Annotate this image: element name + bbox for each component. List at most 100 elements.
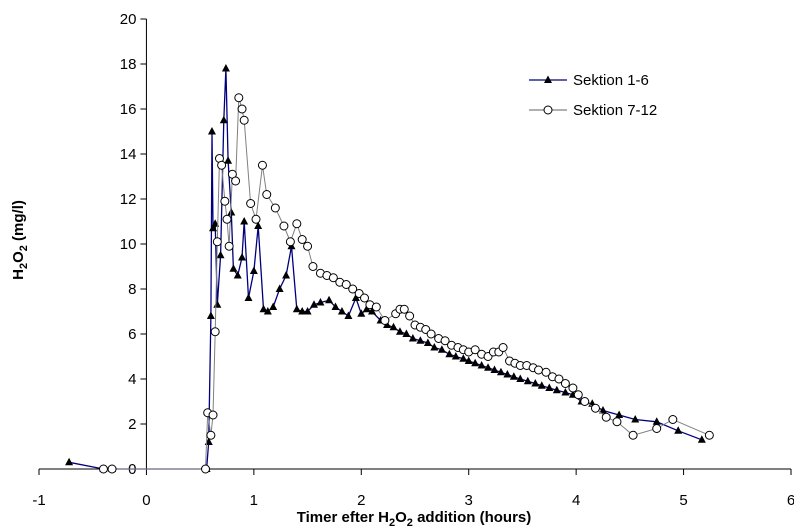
y-tick-label: 18 <box>120 56 137 73</box>
triangle-marker <box>561 388 570 396</box>
triangle-marker <box>344 311 353 319</box>
triangle-marker <box>545 383 554 391</box>
y-title-subscript-2: 2 <box>18 263 30 269</box>
y-tick-label: 2 <box>128 416 136 433</box>
triangle-marker <box>263 307 272 315</box>
circle-marker <box>360 293 370 303</box>
y-axis-title: H2O2 (mg/l) <box>10 200 30 280</box>
circle-marker <box>560 379 570 388</box>
triangle-marker <box>484 363 493 371</box>
y-tick-label: 8 <box>128 281 136 298</box>
triangle-marker <box>697 435 706 443</box>
circle-marker <box>371 302 381 312</box>
y-tick-label: 10 <box>120 236 137 253</box>
circle-marker <box>534 365 544 375</box>
series-line <box>68 68 703 470</box>
triangle-marker <box>310 300 319 308</box>
legend-triangle-marker <box>544 75 552 83</box>
circle-marker <box>426 329 436 339</box>
circle-marker <box>554 374 564 384</box>
triangle-marker <box>227 208 236 216</box>
circle-marker <box>270 203 280 213</box>
x-tick-label: 5 <box>679 492 687 509</box>
x-title-subscript-2b: 2 <box>407 517 413 526</box>
circle-marker <box>257 160 267 170</box>
x-axis-title: Timer efter H2O2 addition (hours) <box>297 509 532 526</box>
y-tick-label: 4 <box>128 371 136 388</box>
circle-marker <box>220 196 230 206</box>
triangle-marker <box>254 221 263 229</box>
triangle-marker <box>357 309 366 317</box>
triangle-marker <box>615 410 624 418</box>
circle-marker <box>308 262 318 271</box>
circle-marker <box>246 199 256 208</box>
triangle-marker <box>631 415 640 423</box>
y-tick-label: 6 <box>128 326 136 343</box>
circle-marker <box>541 367 551 377</box>
triangle-marker <box>445 349 454 358</box>
triangle-marker <box>325 295 334 304</box>
series-1 <box>65 64 706 472</box>
circle-marker <box>652 424 662 433</box>
circle-marker <box>239 115 249 125</box>
circle-marker <box>399 304 409 314</box>
triangle-marker <box>219 115 228 124</box>
triangle-marker <box>437 345 446 353</box>
triangle-marker <box>206 311 215 319</box>
x-title-rest: addition (hours) <box>413 509 531 526</box>
triangle-marker <box>402 329 411 337</box>
triangle-marker <box>216 250 225 259</box>
triangle-marker <box>292 304 301 313</box>
circle-marker <box>279 221 289 231</box>
triangle-marker <box>65 457 74 466</box>
triangle-marker <box>282 271 291 279</box>
circle-marker <box>210 327 220 337</box>
circle-marker <box>348 284 358 294</box>
triangle-marker <box>229 264 238 272</box>
triangle-marker <box>674 426 683 434</box>
circle-marker <box>341 280 351 289</box>
x-tick-label: 2 <box>357 492 365 509</box>
triangle-marker <box>213 300 222 308</box>
triangle-marker <box>368 307 377 315</box>
triangle-marker <box>430 343 439 351</box>
triangle-marker <box>531 379 540 387</box>
y-title-o: O <box>10 251 27 263</box>
triangle-marker <box>337 307 346 315</box>
triangle-marker <box>389 322 398 331</box>
circle-marker <box>98 464 108 474</box>
x-tick-label: -1 <box>32 492 45 509</box>
triangle-marker <box>224 156 233 164</box>
circle-marker <box>224 241 234 251</box>
triangle-marker <box>552 385 561 394</box>
circle-marker <box>628 430 638 440</box>
triangle-marker <box>303 307 312 315</box>
triangle-marker <box>211 219 220 227</box>
triangle-marker <box>423 338 432 346</box>
circle-marker <box>470 345 480 355</box>
y-tick-label: 16 <box>120 101 137 118</box>
triangle-marker <box>459 354 468 362</box>
legend-circle-marker <box>543 105 553 115</box>
circle-marker <box>573 390 583 400</box>
triangle-marker <box>238 253 247 261</box>
triangle-marker <box>464 356 473 364</box>
circle-marker <box>292 219 302 229</box>
circle-marker <box>297 235 307 244</box>
circle-marker <box>612 417 622 427</box>
circle-marker <box>303 241 313 251</box>
y-title-unit: (mg/l) <box>10 200 27 245</box>
triangle-marker <box>221 64 230 72</box>
circle-marker <box>568 383 578 393</box>
triangle-marker <box>509 372 518 380</box>
triangle-marker <box>259 304 268 313</box>
triangle-marker <box>240 217 249 225</box>
triangle-marker <box>275 284 284 292</box>
triangle-marker <box>451 352 460 360</box>
x-title-o: O <box>395 509 407 526</box>
series-2 <box>98 93 714 474</box>
circle-marker <box>206 430 216 440</box>
circle-marker <box>107 464 117 474</box>
